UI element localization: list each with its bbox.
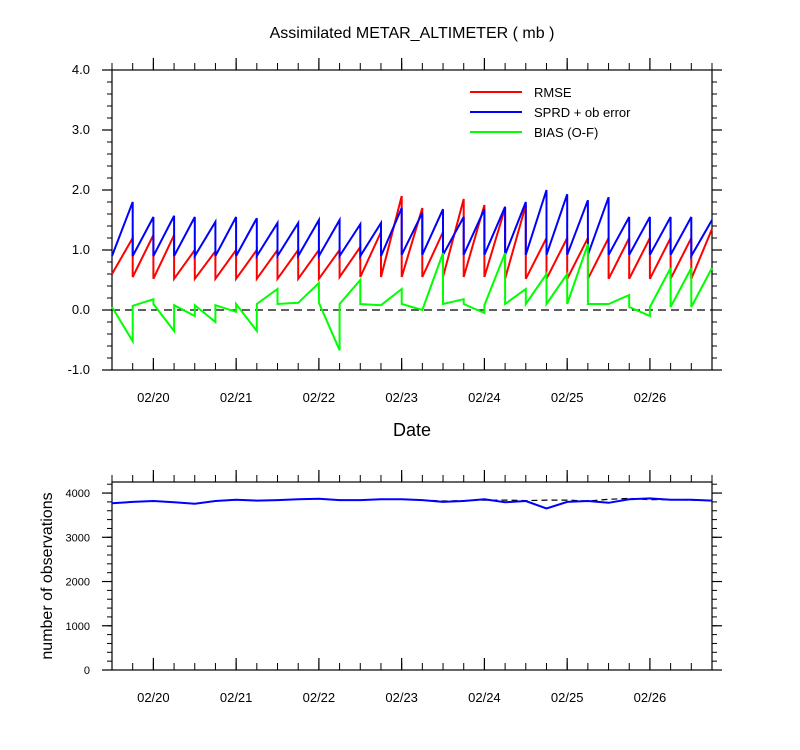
bottom-axes: 02/20 02/21 02/22 02/23 02/24 02/25 02/26 0 1000… — [66, 470, 722, 705]
top-x-axis-label: Date — [393, 420, 431, 440]
series-1-line — [111, 497, 713, 510]
top-legend: RMSE SPRD + ob error BIAS (O-F) — [470, 85, 631, 140]
rmse-line — [111, 195, 713, 282]
sprd-ob-error-line — [111, 189, 713, 260]
x-tick-label: 02/21 — [220, 690, 253, 705]
y-tick-label: 3000 — [66, 532, 90, 544]
y-tick-label: 0 — [84, 665, 90, 677]
y-tick-label: 1.0 — [72, 242, 90, 257]
x-tick-label: 02/21 — [220, 390, 253, 405]
legend-label: SPRD + ob error — [534, 105, 631, 120]
x-tick-label: 02/23 — [385, 690, 418, 705]
legend-label: BIAS (O-F) — [534, 125, 598, 140]
x-tick-label: 02/26 — [634, 690, 667, 705]
plot-frame — [111, 481, 713, 671]
top-chart-title: Assimilated METAR_ALTIMETER ( mb ) — [270, 25, 555, 42]
y-tick-label: 0.0 — [72, 302, 90, 317]
x-tick-label: 02/23 — [385, 390, 418, 405]
x-tick-label: 02/25 — [551, 390, 584, 405]
y-tick-label: 2000 — [66, 577, 90, 589]
top-plot-area — [111, 189, 713, 351]
x-tick-label: 02/20 — [137, 690, 170, 705]
x-tick-label: 02/24 — [468, 690, 501, 705]
bottom-plot-area — [111, 497, 713, 510]
y-tick-label: 4000 — [66, 488, 90, 500]
x-tick-label: 02/20 — [137, 390, 170, 405]
x-tick-label: 02/22 — [303, 690, 336, 705]
bottom-panel: number of observations 02/20 02/21 02/22 02… — [39, 470, 722, 705]
top-panel: Assimilated METAR_ALTIMETER ( mb ) Date … — [68, 25, 722, 440]
x-tick-label: 02/22 — [303, 390, 336, 405]
y-tick-label: 1000 — [66, 621, 90, 633]
y-tick-label: 4.0 — [72, 62, 90, 77]
y-tick-label: -1.0 — [68, 362, 90, 377]
x-tick-label: 02/25 — [551, 690, 584, 705]
y-tick-label: 3.0 — [72, 122, 90, 137]
bias-o-f-line — [111, 243, 713, 351]
x-tick-label: 02/24 — [468, 390, 501, 405]
x-tick-label: 02/26 — [634, 390, 667, 405]
top-axes: 02/20 02/21 02/22 02/23 02/24 02/25 02/26 -1.0 0… — [68, 58, 722, 405]
y-tick-label: 2.0 — [72, 182, 90, 197]
bottom-y-axis-label: number of observations — [39, 492, 56, 659]
legend-label: RMSE — [534, 85, 572, 100]
